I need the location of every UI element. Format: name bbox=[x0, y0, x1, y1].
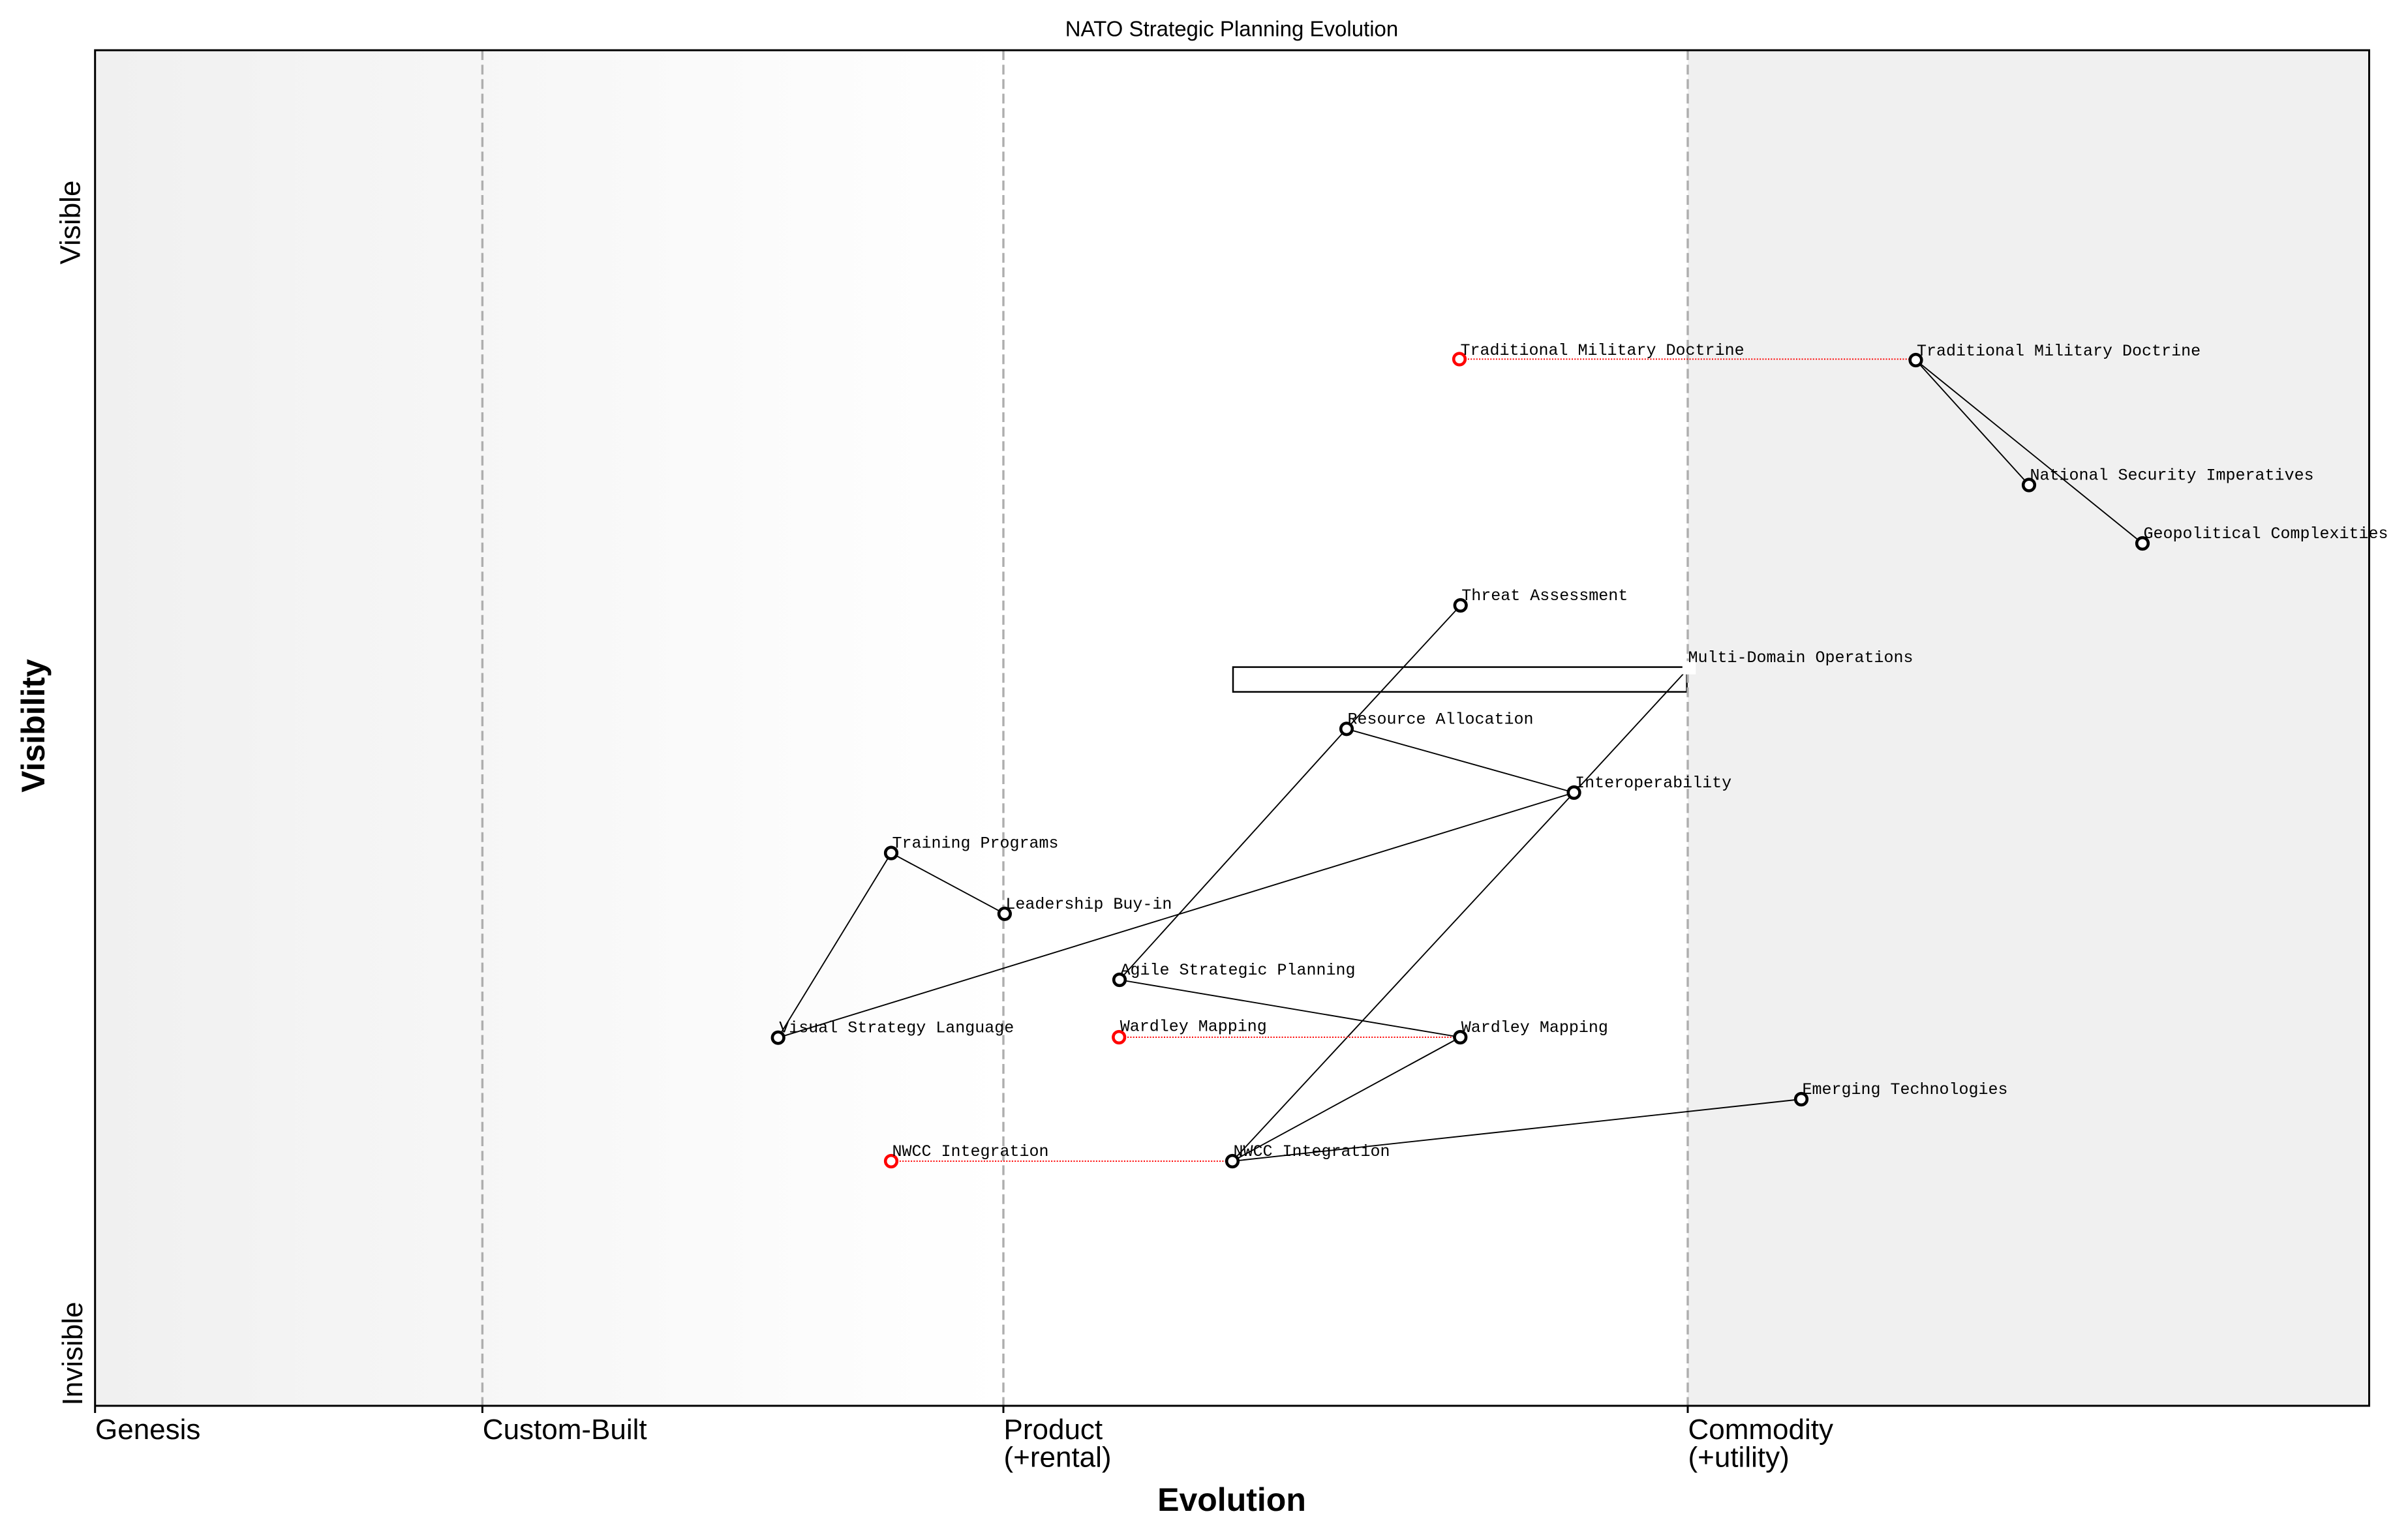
svg-text:Leadership Buy-in: Leadership Buy-in bbox=[1005, 895, 1172, 914]
svg-text:Commodity: Commodity bbox=[1688, 1414, 1834, 1446]
svg-text:Training Programs: Training Programs bbox=[892, 834, 1059, 853]
svg-text:Genesis: Genesis bbox=[95, 1414, 200, 1446]
svg-text:Evolution: Evolution bbox=[1157, 1481, 1306, 1518]
svg-text:NWCC Integration: NWCC Integration bbox=[1234, 1142, 1390, 1161]
svg-text:National Security Imperatives: National Security Imperatives bbox=[2030, 466, 2314, 485]
svg-text:Visual Strategy Language: Visual Strategy Language bbox=[779, 1019, 1014, 1038]
svg-text:Geopolitical Complexities: Geopolitical Complexities bbox=[2144, 524, 2388, 543]
svg-text:Traditional Military Doctrine: Traditional Military Doctrine bbox=[1917, 342, 2201, 361]
svg-text:Visible: Visible bbox=[55, 181, 87, 265]
svg-text:Product: Product bbox=[1004, 1414, 1103, 1446]
svg-text:Wardley Mapping: Wardley Mapping bbox=[1120, 1018, 1267, 1037]
svg-text:NATO Strategic Planning Evolut: NATO Strategic Planning Evolution bbox=[1065, 17, 1399, 41]
svg-text:Interoperability: Interoperability bbox=[1575, 774, 1731, 793]
svg-text:Resource Allocation: Resource Allocation bbox=[1348, 710, 1534, 729]
svg-text:Traditional Military Doctrine: Traditional Military Doctrine bbox=[1461, 341, 1745, 360]
svg-text:(+rental): (+rental) bbox=[1004, 1442, 1112, 1474]
svg-text:Multi-Domain Operations: Multi-Domain Operations bbox=[1688, 648, 1913, 667]
svg-text:Wardley Mapping: Wardley Mapping bbox=[1461, 1018, 1608, 1037]
svg-text:Visibility: Visibility bbox=[15, 659, 52, 793]
svg-text:NWCC Integration: NWCC Integration bbox=[892, 1142, 1049, 1161]
svg-text:Custom-Built: Custom-Built bbox=[483, 1414, 647, 1446]
svg-text:(+utility): (+utility) bbox=[1688, 1442, 1790, 1474]
svg-text:Emerging Technologies: Emerging Technologies bbox=[1803, 1080, 2008, 1099]
svg-text:Invisible: Invisible bbox=[57, 1302, 89, 1406]
svg-text:Agile Strategic Planning: Agile Strategic Planning bbox=[1121, 961, 1356, 980]
svg-text:Threat Assessment: Threat Assessment bbox=[1461, 586, 1628, 605]
